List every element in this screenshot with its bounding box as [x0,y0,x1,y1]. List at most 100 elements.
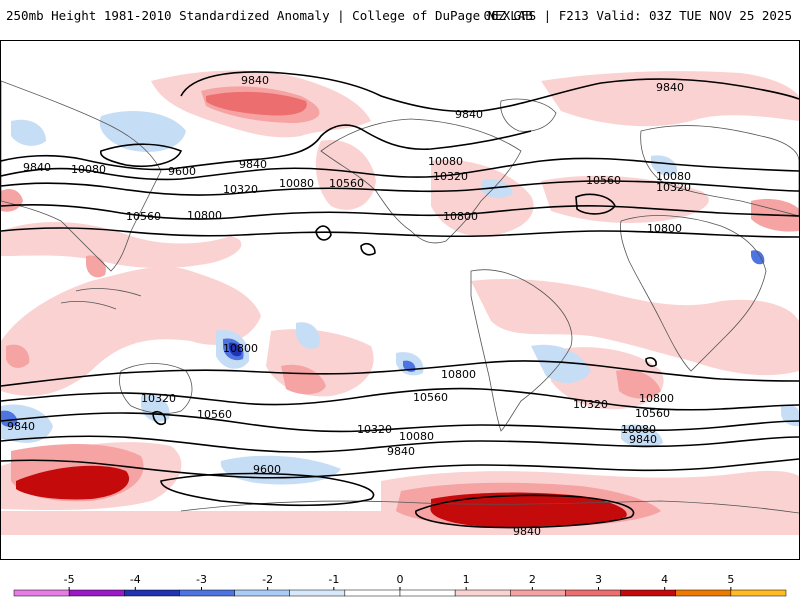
anomaly-positive-strong [206,91,307,116]
anomaly-positive-medium [1,189,23,212]
contour-label: 9840 [629,433,657,446]
contour-label: 10560 [329,177,364,190]
colorbar-swatch [399,589,456,597]
map-title: 250mb Height 1981-2010 Standardized Anom… [6,8,533,23]
contour-label: 9840 [387,445,415,458]
contour-label: 10320 [656,181,691,194]
anomaly-negative-light [1,404,53,443]
contour-label: 10320 [357,423,392,436]
colorbar-swatch [179,589,235,597]
anomaly-positive-light [471,279,799,376]
contour-9840-north-b [1,124,532,171]
colorbar-tick-label: 4 [661,573,668,586]
contour-label: 10080 [71,163,106,176]
anomaly-positive-medium [616,369,661,399]
contour-9600-north [100,143,183,168]
contour-label: 10800 [443,210,478,223]
contour-label: 10800 [187,209,222,222]
contour-label: 9840 [239,158,267,171]
contour-label: 9600 [253,463,281,476]
anomaly-positive-light [1,266,261,396]
contour-loop-small [315,225,332,241]
colorbar-swatch [13,589,70,597]
colorbar-tick-label: -5 [64,573,75,586]
colorbar-swatch [289,589,346,597]
colorbar-swatch [124,589,180,597]
contour-label: 10560 [635,407,670,420]
anomaly-negative-strong [229,342,242,357]
contour-label: 10800 [647,222,682,235]
anomaly-positive-light [541,175,709,223]
antarctica-outline [180,500,799,514]
anomaly-negative-light [296,322,320,349]
contour-label: 9840 [7,420,35,433]
greenland-outline [500,98,557,132]
anomaly-negative-medium [1,410,18,427]
anomaly-positive-strong [16,465,130,500]
contour-label: 10080 [656,170,691,183]
contour-label: 10320 [433,170,468,183]
australia-outline [119,363,193,414]
colorbar-swatch [675,589,732,597]
colorbar-swatch [620,589,676,597]
anomaly-negative-medium [751,250,765,265]
contour-10320 [1,180,799,196]
colorbar-tick-label: -2 [262,573,273,586]
colorbar-swatch [234,589,290,597]
colorbar-tick-label: 3 [595,573,602,586]
colorbar-tick-label: -1 [328,573,339,586]
indonesia-outline [60,288,142,310]
contour-label: 9600 [168,165,196,178]
anomaly-negative-light [99,111,186,152]
contour-10560 [1,204,799,220]
contour-10080-south [1,435,799,453]
contour-10560-south [1,387,799,411]
anomaly-positive-light [315,140,376,210]
south-america-outline [470,269,573,432]
contour-label: 10560 [197,408,232,421]
colorbar-tick-label: -4 [130,573,141,586]
contour-loop-small [645,357,657,367]
height-contours [1,71,799,529]
contour-loop-small [575,193,616,215]
contour-label: 10320 [573,398,608,411]
map-canvas: 9840 9840 9840 9840 9840 9840 9840 9840 … [1,70,799,538]
contour-label: 10560 [413,391,448,404]
contour-label: 10800 [639,392,674,405]
contour-10800 [1,227,799,238]
contour-10800-south [1,360,799,387]
anomaly-negative-light [11,119,46,146]
contour-label: 10080 [279,177,314,190]
anomaly-positive-light [431,160,534,237]
contour-label: 10560 [586,174,621,187]
africa-outline [620,215,767,372]
coastlines [1,80,799,514]
model-run-info: 06Z GFS | F213 Valid: 03Z TUE NOV 25 202… [483,8,792,23]
contour-label: 10080 [399,430,434,443]
contour-label: 9840 [241,74,269,87]
contour-label: 10080 [621,423,656,436]
contour-9600-south [160,472,375,507]
colorbar-tick-label: 1 [463,573,470,586]
anomaly-negative-light [651,155,678,176]
colorbar-swatch [344,589,401,597]
contour-label: 10800 [223,342,258,355]
contour-9840-antarctic [415,494,635,529]
anomaly-negative-light [781,404,799,427]
colorbar-tick-label: 2 [529,573,536,586]
europe-asia-outline [640,125,799,217]
colorbar: -5 -4 -3 -2 -1 0 1 2 3 4 5 [0,568,800,600]
colorbar-swatch [454,589,511,597]
north-america-outline [320,118,522,244]
colorbar-swatch [730,589,787,597]
anomaly-positive-medium [6,344,30,368]
header: 250mb Height 1981-2010 Standardized Anom… [0,0,800,40]
anomaly-positive-light [1,521,799,535]
contour-9840-north [180,71,799,113]
anomaly-negative-light [531,344,591,383]
contour-label: 10080 [428,155,463,168]
anomaly-positive-medium [281,364,326,395]
colorbar-swatch [68,589,125,597]
colorbar-swatch [565,589,621,597]
colorbar-tick-label: 0 [397,573,404,586]
